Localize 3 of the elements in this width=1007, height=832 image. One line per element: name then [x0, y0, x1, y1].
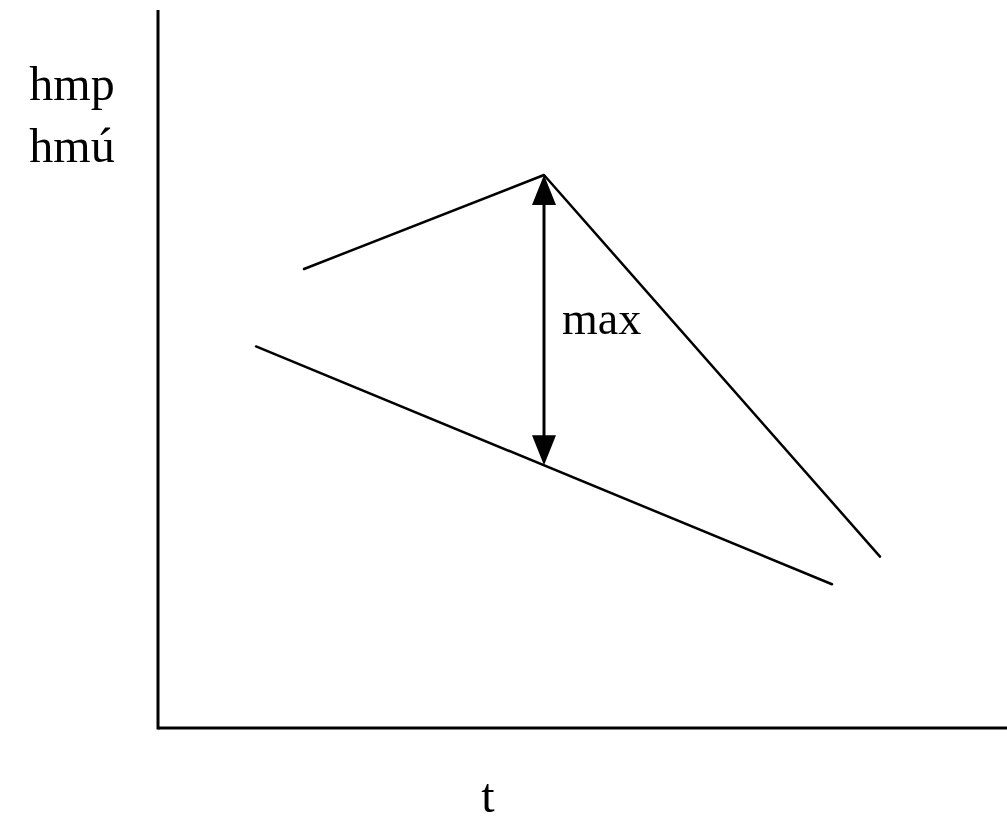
annotation: max [562, 293, 642, 345]
y-axis-title: hmp hmú [29, 57, 115, 172]
x-axis-title: t [481, 769, 496, 822]
